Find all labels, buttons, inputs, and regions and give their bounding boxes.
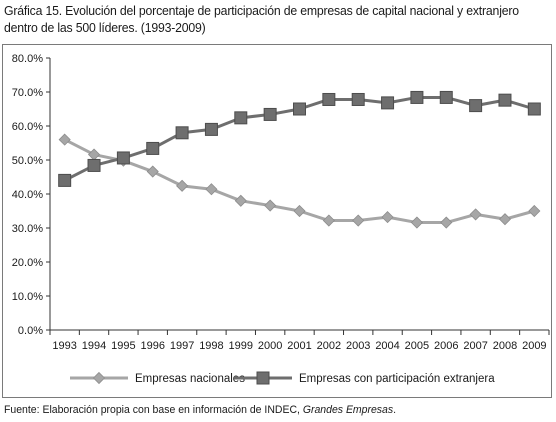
y-tick-label: 60.0% [12,121,43,133]
y-tick-label: 20.0% [12,257,43,269]
data-point-extranjera [498,93,512,107]
x-tick-label: 2005 [405,340,429,352]
data-point-nacionales [469,208,482,221]
data-point-extranjera [263,107,277,121]
data-point-extranjera [234,111,248,125]
data-point-extranjera [351,92,365,106]
x-tick-label: 2008 [493,340,517,352]
data-point-extranjera [116,151,130,165]
x-tick-label: 2002 [317,340,341,352]
data-point-nacionales [58,133,71,146]
data-point-nacionales [205,183,218,196]
source-prefix: Fuente: Elaboración propia con base en i… [4,404,303,416]
y-tick-label: 30.0% [12,223,43,235]
x-tick-label: 2007 [463,340,487,352]
data-point-extranjera [469,99,483,113]
y-tick-label: 0.0% [18,325,43,337]
data-point-nacionales [352,214,365,227]
legend-marker-extranjera [256,371,270,385]
data-point-nacionales [440,216,453,229]
x-tick-label: 1995 [111,340,135,352]
data-point-nacionales [234,194,247,207]
y-tick-label: 50.0% [12,155,43,167]
data-point-extranjera [175,126,189,140]
data-point-nacionales [528,204,541,218]
data-point-nacionales [381,211,394,224]
x-tick-label: 1998 [199,340,223,352]
y-tick-label: 10.0% [12,291,43,303]
data-point-extranjera [322,92,336,106]
x-tick-label: 2004 [375,340,399,352]
data-point-nacionales [264,199,277,212]
x-tick-label: 2001 [287,340,311,352]
x-tick-label: 1994 [82,340,106,352]
x-tick-label: 2006 [434,340,458,352]
legend-label-extranjera: Empresas con participación extranjera [299,373,495,385]
data-point-nacionales [410,216,423,229]
data-point-nacionales [498,213,512,226]
data-point-extranjera [146,141,160,155]
data-point-extranjera [527,102,541,116]
data-point-extranjera [293,102,306,116]
x-tick-label: 1996 [140,340,164,352]
chart-title: Gráfica 15. Evolución del porcentaje de … [4,3,519,35]
data-point-nacionales [293,204,306,218]
data-point-nacionales [176,179,189,192]
y-tick-label: 70.0% [12,87,43,99]
data-point-extranjera [410,90,424,104]
source-publication: Grandes Empresas [302,404,394,416]
x-tick-label: 1993 [52,340,76,352]
data-point-extranjera [381,96,395,110]
data-point-extranjera [58,173,72,187]
source-note: Fuente: Elaboración propia con base en i… [4,403,519,417]
x-tick-label: 2000 [258,340,282,352]
y-tick-label: 40.0% [12,189,43,201]
data-point-nacionales [322,214,335,227]
x-tick-label: 1999 [229,340,253,352]
x-tick-label: 2009 [522,340,546,352]
source-suffix: . [393,404,397,416]
x-tick-label: 1997 [170,340,194,352]
legend-label-nacionales: Empresas nacionales [135,373,245,385]
y-tick-label: 80.0% [12,53,43,65]
chart-frame [2,44,552,398]
data-point-extranjera [439,90,453,104]
legend-marker-nacionales [92,371,106,385]
data-point-extranjera [204,122,218,136]
data-point-nacionales [146,165,159,178]
data-point-extranjera [87,158,101,172]
data-point-nacionales [87,148,101,161]
x-tick-label: 2003 [346,340,370,352]
